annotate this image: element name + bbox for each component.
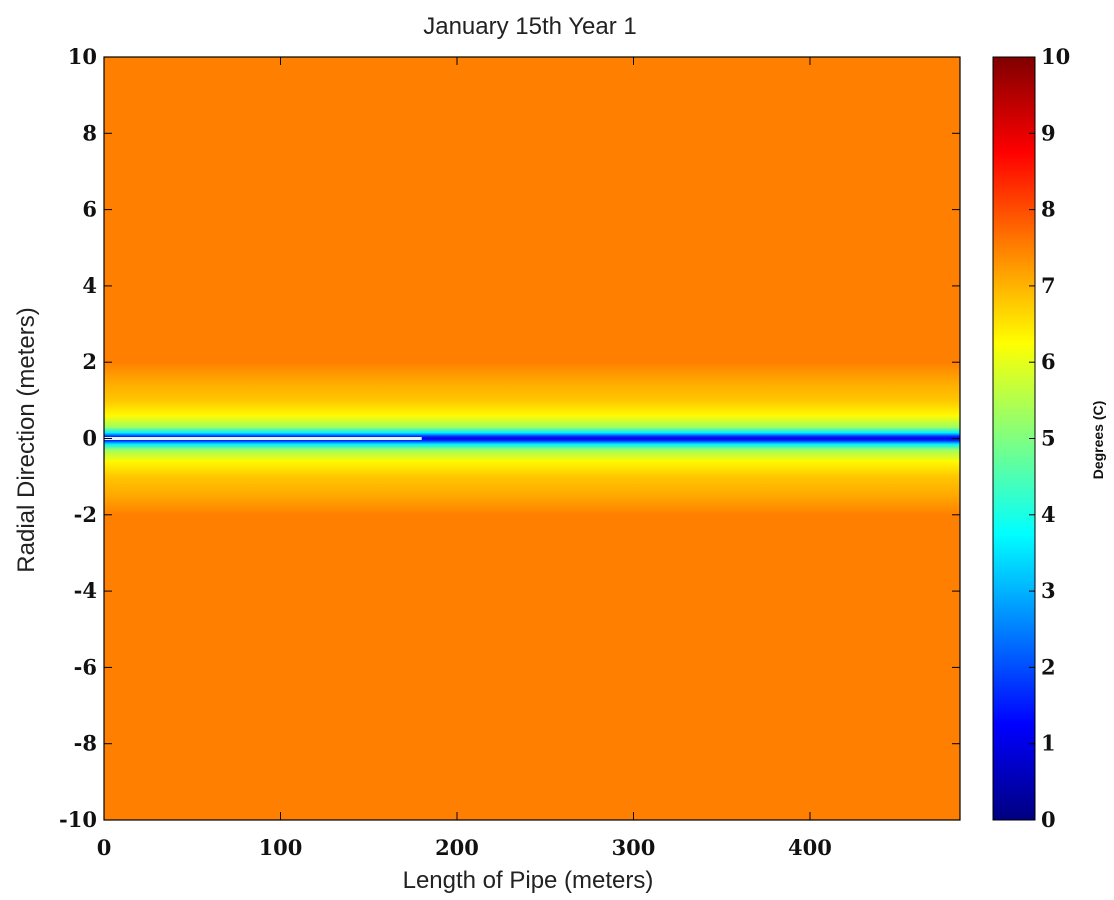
- colorbar: 0 1 2 3 4 5 6 7 8 9 10 Degrees (C): [992, 44, 1106, 832]
- y-tick-label: -4: [74, 578, 97, 603]
- x-axis-ticks: 0 100 200 300 400: [97, 57, 832, 860]
- plot-area: 0 100 200 300 400 -10 -8 -6 -4 -2 0 2 4 6 8 10: [59, 44, 961, 860]
- x-tick-label: 0: [97, 835, 112, 860]
- x-tick-label: 400: [788, 835, 832, 860]
- y-tick-label: 0: [82, 426, 97, 451]
- colorbar-scale: [992, 56, 1036, 821]
- x-axis-label: Length of Pipe (meters): [403, 867, 654, 894]
- y-tick-label: 4: [82, 273, 97, 298]
- colorbar-tick-label: 4: [1041, 502, 1056, 527]
- colorbar-ticks: 0 1 2 3 4 5 6 7 8 9 10: [1029, 44, 1070, 832]
- colorbar-label: Degrees (C): [1090, 401, 1106, 480]
- x-tick-label: 100: [259, 835, 303, 860]
- y-tick-label: -10: [59, 807, 97, 832]
- colorbar-tick-label: 5: [1041, 426, 1056, 451]
- y-tick-label: 6: [82, 197, 97, 222]
- colorbar-tick-label: 10: [1041, 44, 1070, 69]
- y-axis-label: Radial Direction (meters): [13, 307, 40, 572]
- colorbar-tick-label: 9: [1041, 120, 1056, 145]
- colorbar-tick-label: 6: [1041, 349, 1056, 374]
- y-tick-label: -6: [74, 654, 97, 679]
- y-tick-label: 8: [82, 120, 97, 145]
- colorbar-tick-label: 0: [1041, 807, 1056, 832]
- y-axis-ticks: -10 -8 -6 -4 -2 0 2 4 6 8 10: [59, 44, 960, 832]
- colorbar-tick-label: 8: [1041, 197, 1056, 222]
- colorbar-tick-label: 1: [1041, 731, 1056, 756]
- y-tick-label: 10: [68, 44, 97, 69]
- x-tick-label: 200: [435, 835, 479, 860]
- y-tick-label: -8: [74, 731, 97, 756]
- pipe-core-line: [104, 437, 422, 440]
- colorbar-tick-label: 3: [1041, 578, 1056, 603]
- y-tick-label: 2: [82, 349, 97, 374]
- x-tick-label: 300: [612, 835, 656, 860]
- chart-title: January 15th Year 1: [423, 13, 637, 40]
- colorbar-tick-label: 7: [1041, 273, 1056, 298]
- y-tick-label: -2: [74, 502, 97, 527]
- colorbar-tick-label: 2: [1041, 654, 1056, 679]
